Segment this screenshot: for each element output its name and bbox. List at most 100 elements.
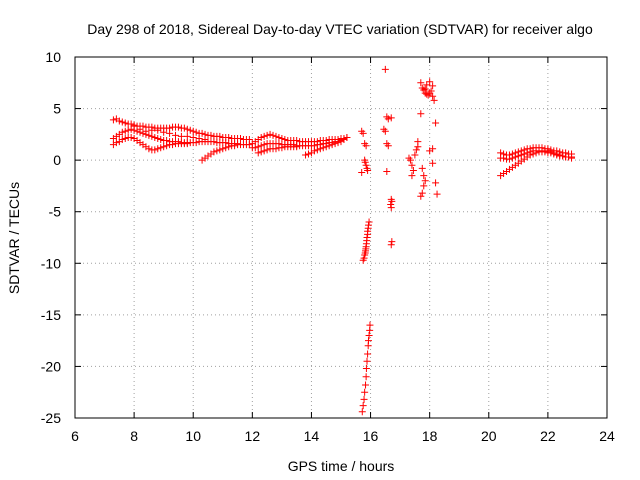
data-point xyxy=(383,167,391,175)
data-point xyxy=(406,156,414,164)
data-point xyxy=(142,127,150,135)
data-point xyxy=(417,192,425,200)
data-points xyxy=(109,65,576,416)
data-point xyxy=(151,133,159,141)
data-point xyxy=(358,169,366,177)
data-point xyxy=(151,146,159,154)
data-point xyxy=(231,142,239,150)
data-point xyxy=(426,147,434,155)
data-point xyxy=(263,146,271,154)
data-point xyxy=(118,128,126,136)
data-point xyxy=(148,126,156,134)
data-point xyxy=(130,122,138,130)
data-point xyxy=(359,402,367,410)
x-tick-label: 24 xyxy=(599,428,615,444)
data-point xyxy=(408,172,416,180)
data-point xyxy=(365,331,373,339)
data-point xyxy=(429,159,437,167)
data-point xyxy=(118,118,126,126)
data-point xyxy=(520,150,528,158)
data-point xyxy=(166,129,174,137)
data-point xyxy=(115,117,123,125)
data-point xyxy=(186,126,194,134)
data-point xyxy=(245,141,253,149)
y-axis-label: SDTVAR / TECUs xyxy=(6,182,22,294)
data-point xyxy=(364,166,372,174)
data-point xyxy=(322,143,330,151)
data-point xyxy=(331,140,339,148)
data-point xyxy=(388,238,396,246)
data-point xyxy=(362,373,370,381)
data-point xyxy=(430,96,438,104)
data-point xyxy=(343,133,351,141)
data-point xyxy=(433,190,441,198)
x-tick-label: 22 xyxy=(540,428,556,444)
data-point xyxy=(154,145,162,153)
data-point xyxy=(417,79,425,87)
y-tick-label: -15 xyxy=(41,307,61,323)
data-point xyxy=(559,152,567,160)
data-point xyxy=(364,342,372,350)
y-tick-label: 0 xyxy=(53,152,61,168)
data-point xyxy=(272,145,280,153)
data-point xyxy=(272,132,280,140)
data-point xyxy=(412,146,420,154)
data-point xyxy=(225,133,233,141)
data-point xyxy=(387,241,395,249)
data-point xyxy=(189,127,197,135)
data-point xyxy=(388,197,396,205)
data-point xyxy=(160,143,168,151)
data-point xyxy=(387,204,395,212)
data-point xyxy=(556,151,564,159)
data-point xyxy=(411,151,419,159)
data-point xyxy=(257,142,265,150)
data-point xyxy=(254,143,262,151)
data-point xyxy=(198,129,206,137)
data-point xyxy=(174,123,182,131)
data-point xyxy=(417,110,425,118)
data-point xyxy=(408,161,416,169)
x-tick-label: 18 xyxy=(422,428,438,444)
data-point xyxy=(266,130,274,138)
data-point xyxy=(121,134,129,142)
data-point xyxy=(275,133,283,141)
data-point xyxy=(257,133,265,141)
axis-ticks: 6 8 10 12 14 16 18 20 22 24 -25 -20 -15 -10 -5 0 5 10 xyxy=(41,49,615,444)
data-point xyxy=(359,129,367,137)
data-point xyxy=(207,131,215,139)
data-point xyxy=(251,144,259,152)
data-point xyxy=(121,119,129,127)
data-point xyxy=(362,142,370,150)
data-point xyxy=(420,182,428,190)
data-point xyxy=(505,155,513,163)
data-point xyxy=(423,81,431,89)
data-point xyxy=(429,92,437,100)
data-point xyxy=(145,131,153,139)
data-point xyxy=(553,150,561,158)
data-point xyxy=(420,172,428,180)
data-point xyxy=(360,395,368,403)
x-tick-label: 12 xyxy=(245,428,261,444)
data-point xyxy=(157,144,165,152)
x-tick-label: 14 xyxy=(304,428,320,444)
data-point xyxy=(514,152,522,160)
data-point xyxy=(254,149,262,157)
data-point xyxy=(171,131,179,139)
data-point xyxy=(508,154,516,162)
data-point xyxy=(260,141,268,149)
data-point xyxy=(121,127,129,135)
data-point xyxy=(365,218,373,226)
data-point xyxy=(432,179,440,187)
data-point xyxy=(364,350,372,358)
data-point xyxy=(225,143,233,151)
y-tick-label: 5 xyxy=(53,101,61,117)
data-point xyxy=(160,128,168,136)
data-point xyxy=(316,145,324,153)
data-point xyxy=(423,90,431,98)
grid-layer xyxy=(75,57,607,418)
data-point xyxy=(310,147,318,155)
data-point xyxy=(421,177,429,185)
data-point xyxy=(216,132,224,140)
data-point xyxy=(145,145,153,153)
data-point xyxy=(361,388,369,396)
